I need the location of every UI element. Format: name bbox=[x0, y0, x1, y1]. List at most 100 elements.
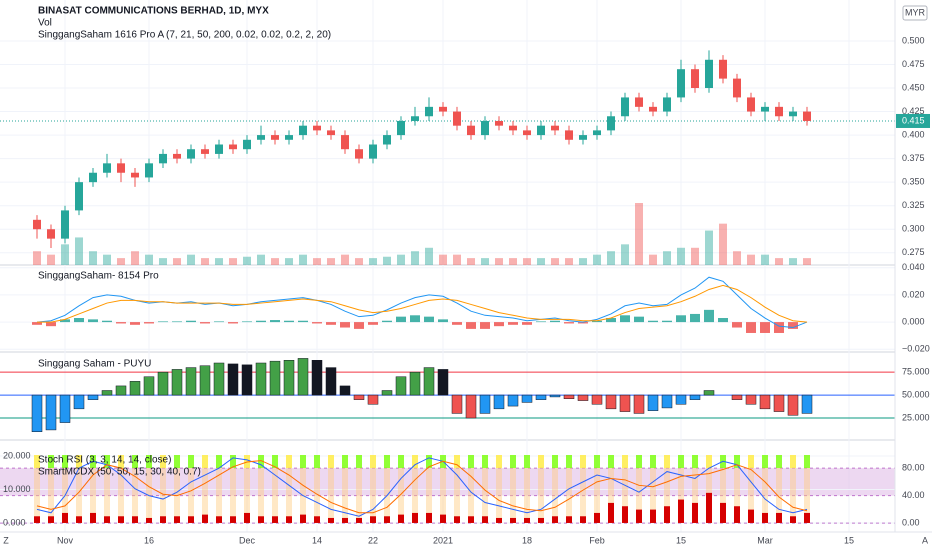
histogram-bar bbox=[340, 322, 350, 328]
candle-body bbox=[803, 111, 811, 121]
candle-body bbox=[103, 163, 111, 173]
signal-strip bbox=[804, 455, 810, 468]
signal-strip bbox=[412, 455, 418, 468]
bar bbox=[311, 360, 323, 396]
histogram-bar bbox=[592, 320, 602, 323]
volume-bar bbox=[677, 247, 685, 265]
histogram-bar bbox=[382, 320, 392, 323]
signal-strip bbox=[286, 455, 292, 468]
y-tick-label: 20.000 bbox=[3, 450, 31, 460]
mcdx-bar bbox=[524, 517, 530, 523]
x-tick-label: Dec bbox=[239, 535, 256, 545]
mcdx-bar bbox=[146, 517, 152, 523]
signal-column bbox=[118, 468, 124, 523]
candle-body bbox=[89, 172, 97, 183]
candle-body bbox=[705, 59, 713, 89]
bar bbox=[157, 371, 169, 396]
signal-column bbox=[328, 468, 334, 523]
signal-strip bbox=[776, 455, 782, 468]
candle-body bbox=[285, 135, 293, 140]
histogram-bar bbox=[186, 320, 196, 323]
volume-bar bbox=[383, 256, 391, 265]
volume-bar bbox=[775, 258, 783, 265]
histogram-bar bbox=[732, 322, 742, 328]
mcdx-bar bbox=[272, 516, 278, 523]
bar bbox=[199, 365, 211, 396]
mcdx-bar bbox=[132, 516, 138, 523]
candle-body bbox=[327, 130, 335, 136]
signal-strip bbox=[230, 455, 236, 468]
corner-label: A bbox=[922, 535, 928, 545]
signal-strip bbox=[580, 455, 586, 468]
bar bbox=[73, 394, 85, 410]
signal-strip bbox=[622, 455, 628, 468]
candle-body bbox=[257, 135, 265, 140]
candle-body bbox=[299, 125, 307, 136]
signal-strip bbox=[538, 455, 544, 468]
signal-strip bbox=[146, 455, 152, 468]
mcdx-bar bbox=[356, 517, 362, 523]
candle-body bbox=[411, 116, 419, 121]
volume-bar bbox=[369, 258, 377, 265]
signal-column bbox=[776, 468, 782, 523]
bar bbox=[115, 385, 127, 396]
candle-body bbox=[495, 120, 503, 126]
signal-column bbox=[762, 468, 768, 523]
bar bbox=[325, 367, 337, 396]
line bbox=[36, 457, 808, 517]
mark-layer bbox=[31, 50, 813, 523]
candle-body bbox=[271, 135, 279, 140]
signal-strip bbox=[510, 455, 516, 468]
histogram-bar bbox=[354, 322, 364, 329]
candle-body bbox=[313, 125, 321, 131]
volume-bar bbox=[145, 254, 153, 265]
signal-strip bbox=[188, 455, 194, 468]
volume-bar bbox=[131, 251, 139, 265]
signal-strip bbox=[314, 455, 320, 468]
candle-body bbox=[467, 125, 475, 136]
histogram-bar bbox=[480, 322, 490, 329]
volume-bar bbox=[537, 258, 545, 265]
panel-title: Singgang Saham - PUYU bbox=[38, 359, 151, 370]
histogram-bar bbox=[200, 322, 210, 324]
bar bbox=[675, 394, 687, 405]
candle-body bbox=[369, 144, 377, 159]
histogram-bar bbox=[144, 322, 154, 324]
signal-strip bbox=[174, 455, 180, 468]
signal-strip bbox=[608, 455, 614, 468]
bar bbox=[773, 394, 785, 412]
bar bbox=[87, 394, 99, 400]
histogram-bar bbox=[116, 322, 126, 324]
candle-body bbox=[61, 210, 69, 239]
bar bbox=[507, 394, 519, 407]
bar bbox=[787, 394, 799, 416]
histogram-bar bbox=[620, 315, 630, 323]
y-tick-label: 10.000 bbox=[3, 484, 31, 494]
candle-body bbox=[355, 149, 363, 159]
volume-bar bbox=[551, 258, 559, 265]
signal-column bbox=[594, 468, 600, 523]
bar bbox=[619, 394, 631, 412]
mcdx-bar bbox=[104, 516, 110, 523]
volume-bar bbox=[803, 258, 811, 265]
signal-column bbox=[524, 468, 530, 523]
signal-strip bbox=[118, 455, 124, 468]
volume-bar bbox=[747, 254, 755, 265]
mcdx-bar bbox=[370, 516, 376, 523]
bar bbox=[661, 394, 673, 409]
corner-label: Z bbox=[3, 535, 9, 545]
legend-entry: SmartMCDX (50, 50, 15, 30, 40, 0.7) bbox=[38, 467, 201, 478]
volume-bar bbox=[481, 258, 489, 265]
signal-strip bbox=[482, 455, 488, 468]
mcdx-bar bbox=[776, 512, 782, 523]
signal-strip bbox=[384, 455, 390, 468]
volume-bar bbox=[75, 237, 83, 265]
mcdx-bar bbox=[804, 512, 810, 523]
candle-body bbox=[789, 111, 797, 117]
histogram-bar bbox=[74, 318, 84, 323]
histogram-bar bbox=[102, 320, 112, 323]
histogram-bar bbox=[312, 322, 322, 324]
mcdx-bar bbox=[342, 517, 348, 523]
volume-bar bbox=[635, 203, 643, 265]
histogram-bar bbox=[606, 318, 616, 323]
